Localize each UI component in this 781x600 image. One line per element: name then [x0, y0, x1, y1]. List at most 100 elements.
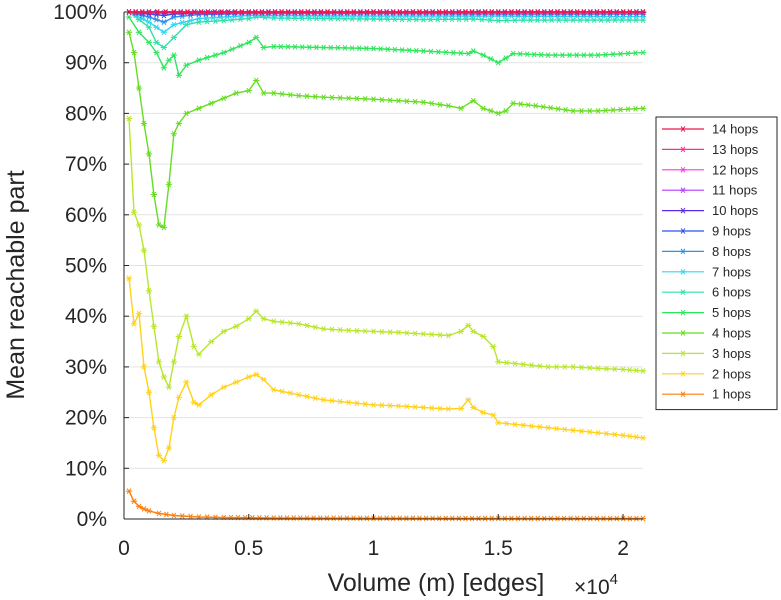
data-point-2-hops-51: [528, 423, 535, 429]
data-point-3-hops-57: [578, 364, 585, 371]
data-point-2-hops-7: [160, 457, 168, 464]
data-point-4-hops-15: [233, 90, 240, 96]
data-point-3-hops-15: [220, 328, 228, 335]
series-markers-5-hops: [125, 14, 647, 79]
data-point-2-hops-22: [287, 390, 294, 396]
data-point-5-hops-16: [253, 34, 260, 41]
data-point-5-hops-68: [632, 50, 639, 56]
series-markers-3-hops: [125, 115, 647, 391]
data-point-2-hops-18: [253, 371, 260, 378]
data-point-2-hops-34: [386, 402, 394, 409]
data-point-4-hops-32: [378, 96, 386, 103]
y-tick-label-1: 10%: [65, 457, 107, 480]
legend-box: [655, 116, 778, 411]
series-5-hops: [125, 14, 647, 79]
data-point-4-hops-56: [578, 108, 585, 114]
data-point-4-hops-35: [403, 98, 410, 105]
data-point-2-hops-21: [278, 388, 286, 395]
data-point-6-hops-7: [195, 19, 203, 26]
data-point-5-hops-52: [517, 51, 524, 57]
data-point-6-hops-55: [555, 17, 563, 23]
data-point-3-hops-41: [445, 332, 452, 339]
data-point-1-hops-75: [633, 515, 640, 522]
data-point-14-hops-74: [620, 9, 627, 15]
x-axis-multiplier-base: ×10: [574, 576, 610, 599]
x-axis-multiplier-exponent: 4: [610, 571, 618, 588]
legend-item-9-hops: 9 hops: [662, 224, 752, 239]
data-point-14-hops-49: [455, 9, 463, 15]
data-point-4-hops-8: [165, 181, 173, 188]
data-point-6-hops-42: [455, 16, 463, 23]
data-point-5-hops-59: [566, 52, 573, 58]
data-point-6-hops-8: [203, 18, 211, 25]
data-point-5-hops-56: [544, 52, 552, 58]
data-point-2-hops-37: [411, 404, 419, 410]
data-point-1-hops-62: [547, 515, 555, 522]
data-point-14-hops-22: [278, 9, 285, 15]
data-point-8-hops-7: [179, 13, 186, 20]
data-point-6-hops-4: [160, 44, 168, 51]
data-point-4-hops-55: [569, 108, 577, 114]
y-tick-label-10: 100%: [53, 1, 107, 24]
series-markers-14-hops: [125, 9, 647, 15]
data-point-1-hops-66: [574, 515, 581, 522]
grid-lines: [124, 11, 643, 520]
x-tick-label-3: 1.5: [484, 537, 513, 560]
data-point-1-hops-1: [130, 498, 138, 505]
data-point-1-hops-71: [606, 515, 614, 522]
legend: 14 hops 13 hops 12 hops 11 hops 10 hops 9 hop…: [655, 116, 778, 411]
data-point-5-hops-37: [405, 47, 413, 54]
data-point-6-hops-33: [391, 16, 399, 23]
data-point-3-hops-25: [312, 324, 319, 331]
data-point-4-hops-22: [295, 92, 302, 99]
data-point-3-hops-39: [428, 331, 435, 338]
data-point-4-hops-31: [370, 96, 377, 103]
data-point-14-hops-61: [534, 9, 541, 15]
data-point-3-hops-3: [140, 247, 148, 254]
data-point-1-hops-24: [297, 515, 304, 521]
data-point-5-hops-30: [356, 45, 363, 52]
data-point-8-hops-4: [153, 16, 160, 23]
data-point-7-hops-8: [187, 17, 194, 24]
data-point-1-hops-30: [337, 515, 344, 522]
data-point-4-hops-43: [480, 105, 487, 112]
legend-item-1-hops: 1 hops: [662, 387, 752, 402]
data-point-3-hops-52: [536, 363, 544, 369]
data-point-14-hops-13: [218, 9, 225, 15]
data-point-1-hops-33: [357, 515, 364, 522]
data-point-3-hops-34: [386, 329, 394, 335]
data-point-14-hops-69: [587, 9, 594, 15]
data-point-5-hops-5: [165, 57, 173, 64]
data-point-1-hops-36: [376, 515, 384, 522]
data-point-3-hops-56: [569, 364, 577, 370]
x-tick-label-4: 2: [617, 537, 629, 560]
data-point-5-hops-53: [524, 51, 531, 58]
data-point-2-hops-52: [536, 424, 544, 430]
data-point-6-hops-5: [170, 34, 178, 41]
data-point-4-hops-58: [594, 108, 602, 114]
y-tick-label-2: 20%: [65, 407, 107, 430]
data-point-5-hops-36: [398, 47, 406, 53]
y-axis-ticks: 0% 10% 20% 30% 40% 50% 60% 70% 80% 90% 100%: [53, 1, 129, 531]
data-point-2-hops-54: [553, 425, 560, 432]
data-point-1-hops-67: [580, 515, 587, 522]
data-point-5-hops-44: [457, 50, 465, 57]
data-point-3-hops-18: [253, 308, 260, 314]
data-point-4-hops-20: [278, 91, 286, 97]
data-point-5-hops-65: [609, 51, 617, 58]
data-point-3-hops-37: [411, 330, 419, 337]
data-point-2-hops-62: [619, 432, 627, 439]
data-point-3-hops-60: [603, 365, 610, 372]
data-point-1-hops-59: [527, 515, 535, 522]
data-point-2-hops-39: [428, 405, 435, 411]
data-point-3-hops-20: [270, 318, 277, 325]
data-point-5-hops-24: [313, 44, 320, 51]
legend-label-7-hops: 7 hops: [712, 264, 752, 279]
data-point-5-hops-42: [442, 49, 450, 56]
data-point-5-hops-49: [495, 59, 502, 66]
data-point-1-hops-37: [383, 515, 390, 522]
data-point-2-hops-20: [270, 386, 277, 393]
data-point-5-hops-43: [450, 49, 457, 56]
data-point-9-hops-5: [160, 12, 168, 19]
data-point-14-hops-63: [547, 9, 555, 15]
